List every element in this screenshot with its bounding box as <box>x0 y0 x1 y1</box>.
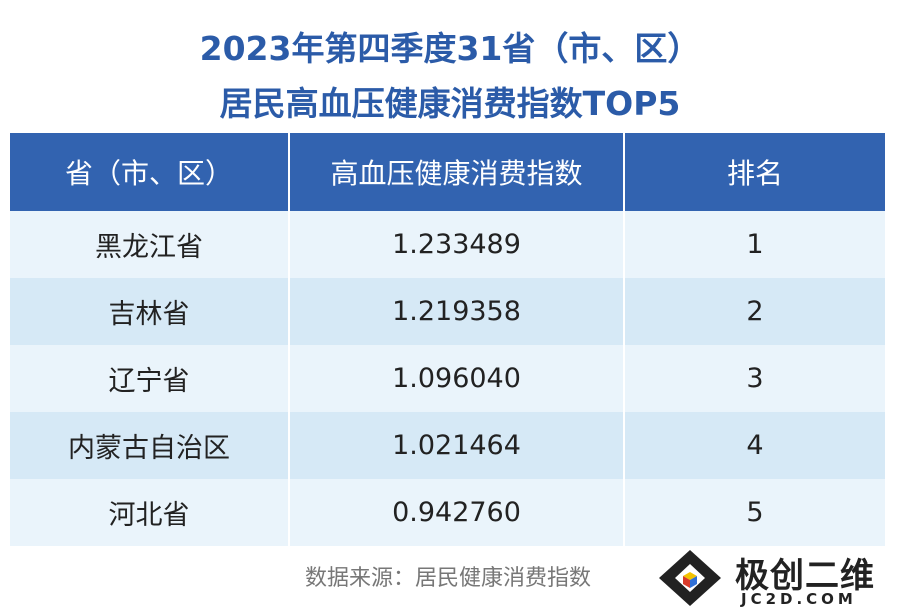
table-cell: 3 <box>625 345 885 412</box>
table-cell: 内蒙古自治区 <box>10 412 290 479</box>
watermark-url: JC2D.COM <box>741 590 857 608</box>
header-cell: 高血压健康消费指数 <box>290 133 625 211</box>
table-row: 吉林省 1.219358 2 <box>10 278 885 345</box>
source-note: 数据来源：居民健康消费指数 <box>305 566 592 591</box>
watermark: 极创二维 JC2D.COM <box>645 546 900 610</box>
table-cell: 1.021464 <box>290 412 625 479</box>
logo-icon <box>659 550 721 606</box>
table-row: 内蒙古自治区 1.021464 4 <box>10 412 885 479</box>
table-cell: 黑龙江省 <box>10 211 290 278</box>
header-cell: 省（市、区） <box>10 133 290 211</box>
table-cell: 2 <box>625 278 885 345</box>
table-row: 黑龙江省 1.233489 1 <box>10 211 885 278</box>
header-cell: 排名 <box>625 133 885 211</box>
table-cell: 1 <box>625 211 885 278</box>
table-row: 辽宁省 1.096040 3 <box>10 345 885 412</box>
title: 居民高血压健康消费指数TOP5 <box>219 84 681 123</box>
table-cell: 1.096040 <box>290 345 625 412</box>
table-row: 河北省 0.942760 5 <box>10 479 885 546</box>
title: 2023年第四季度31省（市、区） <box>199 29 701 68</box>
header-row: 省（市、区） 高血压健康消费指数 排名 <box>10 133 885 211</box>
table-cell: 1.219358 <box>290 278 625 345</box>
table-cell: 1.233489 <box>290 211 625 278</box>
table-cell: 0.942760 <box>290 479 625 546</box>
table-cell: 辽宁省 <box>10 345 290 412</box>
table-cell: 吉林省 <box>10 278 290 345</box>
table: 省（市、区） 高血压健康消费指数 排名 黑龙江省 1.233489 1 吉林省 1.21935… <box>10 133 885 546</box>
table-cell: 4 <box>625 412 885 479</box>
watermark-name: 极创二维 <box>735 556 875 596</box>
table-cell: 河北省 <box>10 479 290 546</box>
table-cell: 5 <box>625 479 885 546</box>
